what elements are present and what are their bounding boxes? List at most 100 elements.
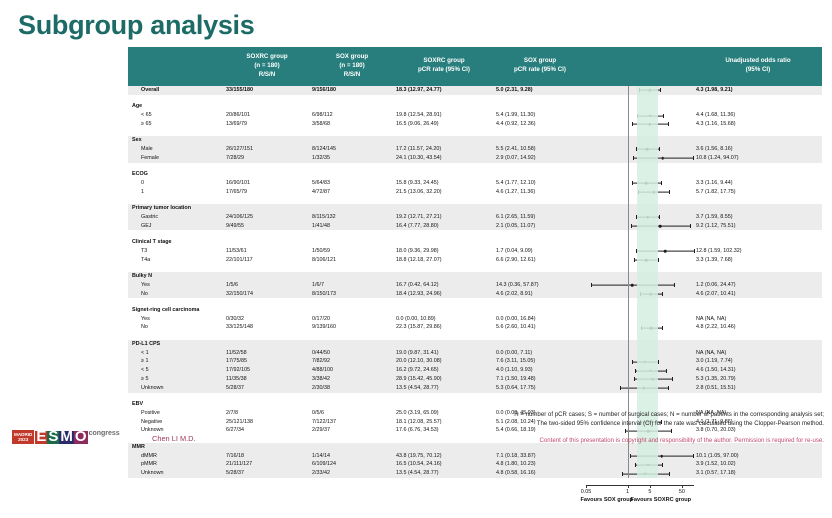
sox-rsn-cell: 5/64/83 xyxy=(312,179,330,186)
axis-tick-label: 1 xyxy=(626,489,630,496)
sox-rsn-cell: 9/139/160 xyxy=(312,324,336,331)
ci-cap-upper xyxy=(667,122,669,127)
spacer-cell xyxy=(128,197,822,205)
spacer-cell xyxy=(128,230,822,238)
table-spacer-row xyxy=(128,393,822,401)
sox-pcr-cell xyxy=(494,102,586,111)
sox-pcr-cell: 7.6 (3.11, 15.05) xyxy=(494,357,586,367)
table-row: T3 11/53/61 1/50/59 18.0 (9.36, 29.98) 1.7 (… xyxy=(128,247,822,256)
odds-ratio-cell xyxy=(694,170,822,179)
sox-rsn-cell: 1/32/35 xyxy=(310,153,394,163)
sox-pcr-cell: 2.9 (0.07, 14.92) xyxy=(494,153,586,163)
column-header-line: SOXRC group xyxy=(246,53,288,60)
sox-pcr-cell: 5.0 (2.31, 9.28) xyxy=(494,85,586,95)
spacer-cell xyxy=(128,95,822,103)
table-row: 1 17/65/79 4/72/87 21.5 (13.06, 32.20) 4.6 (… xyxy=(128,188,822,197)
row-label: Positive xyxy=(141,409,160,416)
row-label: < 65 xyxy=(141,112,152,119)
table-row: Bulky N xyxy=(128,272,822,281)
odds-ratio-cell: 2.8 (0.51, 15.51) xyxy=(694,383,822,393)
soxrc-pcr-cell: 43.8 (19.75, 70.12) xyxy=(394,451,494,461)
ci-cap-upper xyxy=(663,113,665,118)
row-label: T4a xyxy=(141,256,151,263)
odds-ratio-cell: 4.1 (1.71, 9.86) xyxy=(696,418,733,425)
odds-ratio-cell: 10.8 (1.24, 94.07) xyxy=(694,153,822,163)
sox-pcr-cell: 5.5 (2.41, 10.58) xyxy=(494,145,586,154)
odds-ratio-cell xyxy=(694,272,822,281)
soxrc-pcr-cell: 15.8 (9.33, 24.45) xyxy=(396,179,439,186)
table-row: Sex xyxy=(128,136,822,146)
ci-cap-lower xyxy=(620,386,622,391)
table-spacer-row xyxy=(128,163,822,171)
sox-pcr-cell xyxy=(494,306,586,315)
sox-pcr-cell xyxy=(494,136,586,146)
axis-tick-label: 50 xyxy=(678,489,685,496)
forest-marker-group xyxy=(588,120,692,128)
row-label: < 1 xyxy=(128,348,224,358)
ci-cap-upper xyxy=(657,258,659,263)
axis-label-left: Favours SOX group xyxy=(580,497,634,504)
table-row: ECOG xyxy=(128,170,822,179)
odds-ratio-point xyxy=(661,156,664,160)
soxrc-rsn-cell xyxy=(224,306,310,315)
sox-rsn-cell: 6/98/112 xyxy=(312,112,333,119)
axis-tick-label: 5 xyxy=(648,489,652,496)
esmo-letter-s: S xyxy=(47,428,60,446)
forest-plot-cell xyxy=(586,170,694,179)
table-row: Primary tumor location xyxy=(128,204,822,213)
sox-rsn-cell: 2/30/38 xyxy=(310,383,394,393)
sox-pcr-cell: 6.6 (2.90, 12.61) xyxy=(496,256,536,263)
ci-cap-lower xyxy=(634,258,636,263)
soxrc-rsn-cell xyxy=(224,170,310,179)
sox-rsn-cell xyxy=(310,272,394,281)
sox-rsn-cell xyxy=(310,238,394,247)
ci-cap-lower xyxy=(590,283,592,288)
row-label: No xyxy=(141,324,148,331)
ci-cap-lower xyxy=(636,215,637,220)
sox-pcr-cell: 7.1 (0.18, 33.87) xyxy=(494,451,586,461)
sox-rsn-cell: 1/50/59 xyxy=(312,247,330,254)
soxrc-pcr-cell xyxy=(394,272,494,281)
sox-rsn-cell: 4/72/87 xyxy=(312,188,330,195)
sox-rsn-cell: 1/14/14 xyxy=(310,451,394,461)
forest-plot-cell xyxy=(586,111,694,120)
column-header-line: (95% CI) xyxy=(745,66,771,74)
soxrc-rsn-cell xyxy=(224,442,310,452)
sox-rsn-cell xyxy=(310,170,394,179)
ci-cap-lower xyxy=(636,113,638,118)
sox-rsn-cell: 9/156/180 xyxy=(310,85,394,95)
soxrc-pcr-cell: 13.5 (4.54, 28.77) xyxy=(394,469,494,479)
soxrc-pcr-cell xyxy=(394,339,494,349)
soxrc-pcr-cell: 18.0 (9.36, 29.98) xyxy=(396,247,439,254)
odds-ratio-point xyxy=(649,292,653,296)
sox-rsn-cell xyxy=(310,136,394,146)
soxrc-pcr-cell xyxy=(394,442,494,452)
forest-marker-group xyxy=(588,247,695,255)
odds-ratio-cell: NA (NA, NA) xyxy=(694,348,822,358)
ci-cap-upper xyxy=(673,283,675,288)
ci-cap-upper xyxy=(660,88,662,93)
odds-ratio-cell xyxy=(694,102,822,111)
spacer-cell xyxy=(128,129,822,137)
sox-pcr-cell: 5.4 (1.99, 11.30) xyxy=(496,112,536,119)
sox-rsn-cell: 7/82/92 xyxy=(310,357,394,367)
forest-marker-group xyxy=(588,171,692,179)
table-row: T4a 22/101/117 8/106/121 18.8 (12.18, 27.07… xyxy=(128,256,822,265)
column-header-line: Unadjusted odds ratio xyxy=(725,57,791,65)
esmo-letter-e: E xyxy=(35,428,48,446)
sox-rsn-cell: 3/58/68 xyxy=(312,120,330,127)
soxrc-rsn-cell xyxy=(224,400,310,409)
sox-pcr-cell xyxy=(494,339,586,349)
sox-rsn-cell: 1/6/7 xyxy=(310,280,394,290)
ci-cap-upper xyxy=(693,249,695,254)
odds-ratio-cell xyxy=(694,400,822,409)
sox-pcr-cell: 5.4 (0.66, 18.19) xyxy=(496,427,536,434)
odds-ratio-cell xyxy=(694,136,822,146)
sox-pcr-cell xyxy=(494,170,586,179)
soxrc-pcr-cell: 16.4 (7.77, 28.80) xyxy=(394,221,494,231)
soxrc-pcr-cell: 0.0 (0.00, 10.89) xyxy=(396,315,436,322)
soxrc-rsn-cell: 20/86/101 xyxy=(226,112,250,119)
sox-rsn-cell: 8/106/121 xyxy=(312,256,336,263)
sox-rsn-cell xyxy=(310,400,394,409)
